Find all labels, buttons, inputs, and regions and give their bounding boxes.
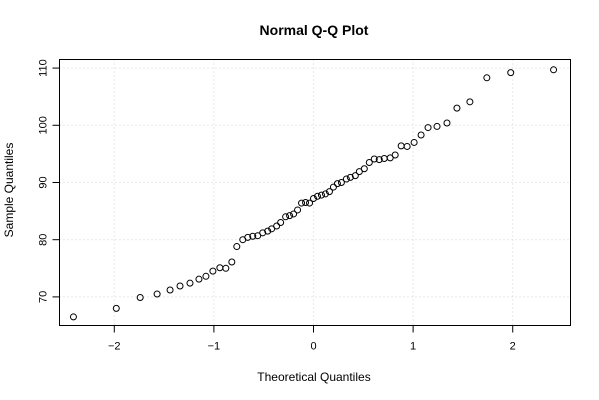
data-point: [176, 282, 184, 290]
data-point: [282, 213, 290, 221]
data-point: [153, 290, 161, 298]
data-point: [228, 258, 236, 266]
data-point: [443, 119, 451, 127]
x-tick-label: −1: [208, 341, 221, 353]
data-point: [550, 66, 558, 74]
data-point: [342, 175, 350, 183]
data-point: [365, 158, 373, 166]
data-point: [403, 142, 411, 150]
data-point: [302, 199, 310, 207]
y-tick-label: 90: [38, 176, 50, 188]
data-point: [112, 304, 120, 312]
data-point: [391, 151, 399, 159]
data-point: [69, 313, 77, 321]
data-point: [375, 156, 383, 164]
data-point: [186, 279, 194, 287]
data-point: [306, 199, 314, 207]
data-point: [321, 190, 329, 198]
y-tick-label: 80: [38, 234, 50, 246]
data-point: [290, 210, 298, 218]
data-point: [483, 74, 491, 82]
data-point: [507, 69, 515, 77]
data-point: [202, 272, 210, 280]
y-tick-label: 70: [38, 291, 50, 303]
data-point: [351, 172, 359, 180]
y-tick-label: 110: [38, 59, 50, 77]
data-point: [453, 104, 461, 112]
data-point: [424, 124, 432, 132]
data-point: [209, 267, 217, 275]
data-point: [195, 275, 203, 283]
grid: [59, 59, 571, 326]
data-point: [273, 222, 281, 230]
data-point: [370, 155, 378, 163]
data-point: [277, 219, 285, 227]
y-tick-label: 100: [38, 116, 50, 134]
data-point: [333, 180, 341, 188]
data-point: [259, 229, 267, 237]
x-tick-label: −2: [108, 341, 121, 353]
x-axis-title: Theoretical Quantiles: [257, 370, 370, 384]
chart-title: Normal Q-Q Plot: [260, 22, 369, 38]
data-point: [216, 264, 224, 272]
x-tick-label: 1: [410, 341, 416, 353]
data-point: [325, 188, 333, 196]
data-point: [360, 165, 368, 173]
x-tick-label: 0: [310, 341, 316, 353]
x-axis: −2 −1 0 1 2: [108, 325, 516, 353]
data-point: [466, 98, 474, 106]
data-point: [294, 206, 302, 214]
y-axis: 70 80 90 100 110: [38, 59, 60, 303]
data-point: [264, 227, 272, 235]
data-point: [233, 243, 241, 251]
data-point: [433, 122, 441, 130]
data-point: [249, 232, 257, 240]
data-point: [166, 286, 174, 294]
data-point: [313, 192, 321, 200]
data-point: [136, 293, 144, 301]
x-tick-label: 2: [510, 341, 516, 353]
data-points: [69, 66, 558, 321]
data-point: [310, 195, 318, 203]
y-axis-title: Sample Quantiles: [2, 143, 16, 238]
data-point: [337, 178, 345, 186]
plot-frame: [59, 59, 571, 326]
data-point: [298, 199, 306, 207]
data-point: [417, 131, 425, 139]
data-point: [410, 138, 418, 146]
data-point: [346, 173, 354, 181]
data-point: [286, 212, 294, 220]
data-point: [244, 233, 252, 241]
data-point: [222, 264, 230, 272]
data-point: [317, 191, 325, 199]
data-point: [397, 142, 405, 150]
data-point: [329, 183, 337, 191]
